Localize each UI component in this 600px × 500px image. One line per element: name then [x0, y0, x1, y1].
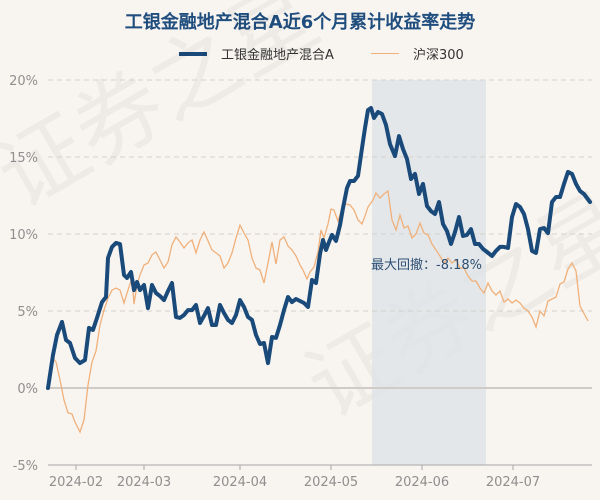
y-tick: 5% [17, 305, 38, 320]
x-tick: 2024-05 [304, 475, 358, 490]
x-axis: 2024-02 2024-03 2024-04 2024-05 2024-06 … [49, 465, 540, 490]
series-line-fund [46, 106, 592, 390]
y-tick: -5% [13, 459, 38, 474]
x-tick: 2024-04 [213, 475, 267, 490]
y-tick: 15% [9, 151, 38, 166]
x-tick: 2024-03 [117, 475, 171, 490]
legend-swatch-fund [179, 51, 207, 56]
legend: 工银金融地产混合A 沪深300 [0, 44, 600, 64]
y-tick: 20% [9, 74, 38, 89]
legend-item-csi300[interactable]: 沪深300 [371, 44, 464, 63]
y-tick: 10% [9, 228, 38, 243]
x-tick: 2024-06 [395, 475, 449, 490]
legend-item-fund[interactable]: 工银金融地产混合A [179, 44, 334, 63]
y-axis: 20% 15% 10% 5% 0% -5% [9, 74, 38, 474]
legend-label-fund: 工银金融地产混合A [221, 48, 334, 63]
x-tick: 2024-02 [49, 475, 103, 490]
y-tick: 0% [17, 382, 38, 397]
legend-swatch-csi300 [371, 53, 399, 54]
x-tick: 2024-07 [486, 475, 540, 490]
legend-label-csi300: 沪深300 [413, 48, 464, 63]
chart-title: 工银金融地产混合A近6个月累计收益率走势 [124, 12, 476, 33]
watermark-text-1: 证券之星 [0, 0, 335, 228]
drawdown-label: 最大回撤：-8.18% [371, 257, 482, 273]
